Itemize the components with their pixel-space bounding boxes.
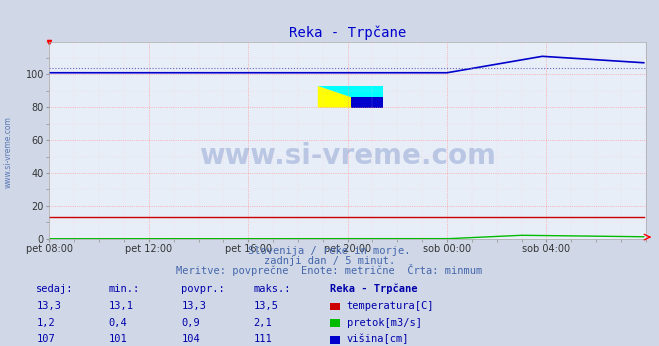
Text: 0,4: 0,4 [109,318,127,328]
Text: 2,1: 2,1 [254,318,272,328]
Text: 13,3: 13,3 [181,301,206,311]
Text: 101: 101 [109,334,127,344]
Text: temperatura[C]: temperatura[C] [347,301,434,311]
Text: 104: 104 [181,334,200,344]
Text: 107: 107 [36,334,55,344]
Polygon shape [318,86,384,108]
Text: www.si-vreme.com: www.si-vreme.com [3,116,13,188]
Text: maks.:: maks.: [254,284,291,294]
Text: Reka - Trpčane: Reka - Trpčane [330,284,417,294]
Text: 0,9: 0,9 [181,318,200,328]
Text: 13,5: 13,5 [254,301,279,311]
Text: www.si-vreme.com: www.si-vreme.com [199,142,496,170]
Text: min.:: min.: [109,284,140,294]
Polygon shape [351,97,384,108]
Text: Slovenija / reke in morje.: Slovenija / reke in morje. [248,246,411,256]
Text: 111: 111 [254,334,272,344]
Text: Meritve: povprečne  Enote: metrične  Črta: minmum: Meritve: povprečne Enote: metrične Črta:… [177,264,482,276]
Text: pretok[m3/s]: pretok[m3/s] [347,318,422,328]
Text: 13,1: 13,1 [109,301,134,311]
Text: višina[cm]: višina[cm] [347,334,409,344]
Polygon shape [318,86,384,108]
Text: 13,3: 13,3 [36,301,61,311]
Text: sedaj:: sedaj: [36,284,74,294]
Text: zadnji dan / 5 minut.: zadnji dan / 5 minut. [264,256,395,266]
Text: povpr.:: povpr.: [181,284,225,294]
Text: 1,2: 1,2 [36,318,55,328]
Title: Reka - Trpčane: Reka - Trpčane [289,26,406,40]
